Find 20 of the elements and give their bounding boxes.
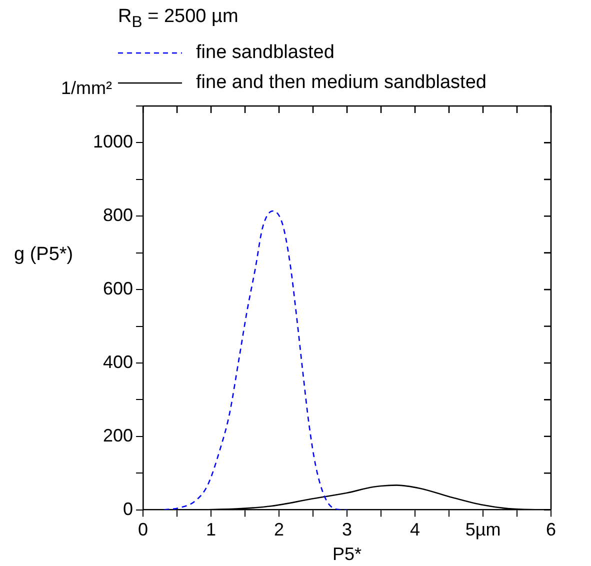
y-tick-label: 200 <box>102 425 134 446</box>
legend-label: fine and then medium sandblasted <box>196 70 486 95</box>
x-tick-label: 3 <box>342 520 352 540</box>
x-tick-label: 5µm <box>465 520 501 540</box>
y-tick-label: 1000 <box>92 132 134 152</box>
y-tick-label: 0 <box>123 498 134 519</box>
legend-title: R$_{B}$ = 2500 µm <box>118 5 240 33</box>
y-tick-label: 400 <box>102 352 134 372</box>
x-tick-label: 2 <box>274 520 284 540</box>
line-series <box>163 210 348 510</box>
x-tick-label: 6 <box>546 520 556 540</box>
legend-label: fine sandblasted <box>196 40 334 65</box>
x-tick-label: 4 <box>410 520 420 540</box>
y-tick-label: 800 <box>102 205 134 226</box>
y-tick-label: 600 <box>102 278 134 299</box>
x-tick-label: 0 <box>138 520 148 540</box>
y-axis-title: g (P5*) <box>14 244 74 266</box>
x-axis-title: P5* <box>332 544 362 564</box>
text: 1/mm² <box>61 78 112 99</box>
x-tick-label: 1 <box>206 520 216 540</box>
